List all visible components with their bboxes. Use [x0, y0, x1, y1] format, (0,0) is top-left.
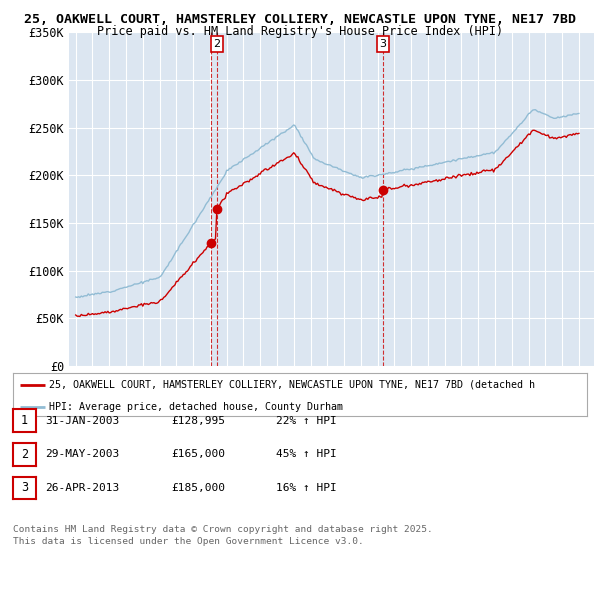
- Text: 16% ↑ HPI: 16% ↑ HPI: [276, 483, 337, 493]
- Text: This data is licensed under the Open Government Licence v3.0.: This data is licensed under the Open Gov…: [13, 537, 364, 546]
- Text: Price paid vs. HM Land Registry's House Price Index (HPI): Price paid vs. HM Land Registry's House …: [97, 25, 503, 38]
- Text: £128,995: £128,995: [171, 416, 225, 425]
- Text: 26-APR-2013: 26-APR-2013: [45, 483, 119, 493]
- Text: 45% ↑ HPI: 45% ↑ HPI: [276, 450, 337, 459]
- Text: 2: 2: [214, 39, 221, 49]
- Text: Contains HM Land Registry data © Crown copyright and database right 2025.: Contains HM Land Registry data © Crown c…: [13, 525, 433, 533]
- Text: 25, OAKWELL COURT, HAMSTERLEY COLLIERY, NEWCASTLE UPON TYNE, NE17 7BD (detached : 25, OAKWELL COURT, HAMSTERLEY COLLIERY, …: [49, 380, 535, 390]
- Text: 2: 2: [21, 448, 28, 461]
- Text: 3: 3: [380, 39, 386, 49]
- Text: 3: 3: [21, 481, 28, 494]
- Text: £185,000: £185,000: [171, 483, 225, 493]
- Text: HPI: Average price, detached house, County Durham: HPI: Average price, detached house, Coun…: [49, 402, 343, 412]
- Text: 22% ↑ HPI: 22% ↑ HPI: [276, 416, 337, 425]
- Text: 1: 1: [21, 414, 28, 427]
- Text: 31-JAN-2003: 31-JAN-2003: [45, 416, 119, 425]
- Text: 29-MAY-2003: 29-MAY-2003: [45, 450, 119, 459]
- Text: £165,000: £165,000: [171, 450, 225, 459]
- Text: 25, OAKWELL COURT, HAMSTERLEY COLLIERY, NEWCASTLE UPON TYNE, NE17 7BD: 25, OAKWELL COURT, HAMSTERLEY COLLIERY, …: [24, 13, 576, 26]
